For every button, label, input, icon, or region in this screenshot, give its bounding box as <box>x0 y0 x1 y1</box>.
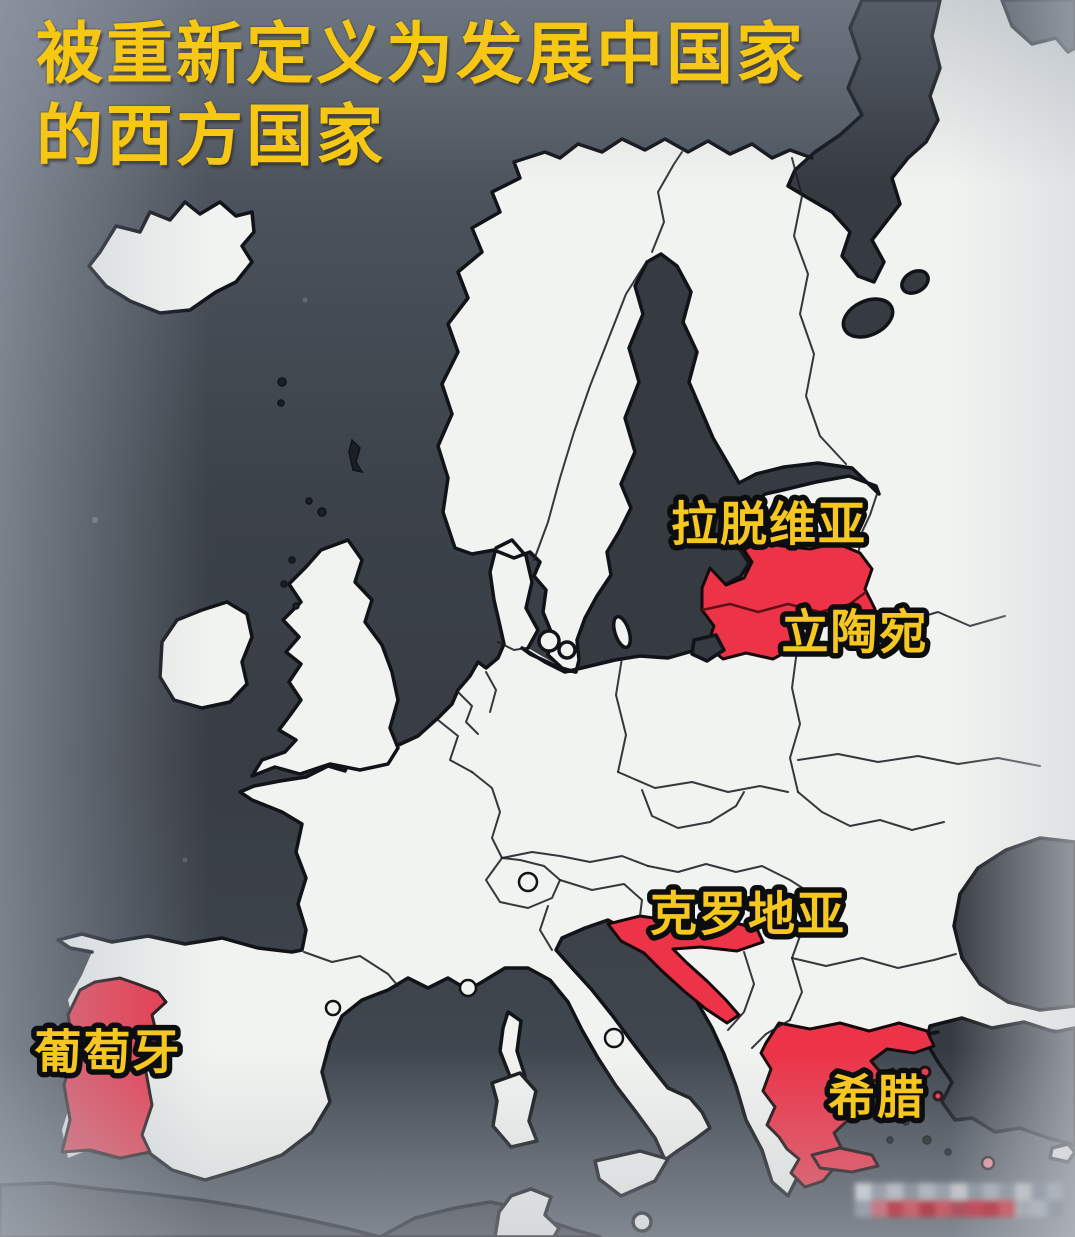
latvia-lithuania-border <box>701 591 867 614</box>
small-island <box>288 556 296 564</box>
microstate-circle <box>517 871 539 893</box>
label-portugal: 葡萄牙 <box>35 1026 182 1081</box>
map-title: 被重新定义为发展中国家 的西方国家 <box>36 14 806 177</box>
label-greece: 希腊 <box>828 1071 926 1126</box>
island-gotland <box>611 614 633 650</box>
kaliningrad-patch <box>690 633 726 663</box>
lake-onega <box>900 269 930 295</box>
country-latvia-lithuania-highlight <box>700 540 877 661</box>
coastline-atlantic-northsea <box>56 538 540 954</box>
lake-ladoga <box>841 297 895 339</box>
danish-island <box>537 629 561 653</box>
small-island <box>317 507 327 517</box>
map-title-line2: 的西方国家 <box>36 96 386 175</box>
island-great-britain <box>250 538 400 778</box>
small-island <box>277 399 285 407</box>
microstate-circle <box>603 1027 625 1049</box>
small-island <box>305 497 313 505</box>
country-borders <box>303 151 1041 1049</box>
small-island <box>280 580 288 588</box>
label-latvia: 拉脱维亚 <box>671 498 867 553</box>
mainland-europe <box>58 0 1075 1196</box>
blurred-watermark <box>855 1183 1063 1217</box>
small-island <box>292 602 300 610</box>
microstate-circle <box>324 999 342 1017</box>
small-island <box>277 377 287 387</box>
small-island <box>348 438 364 474</box>
country-croatia-highlight <box>606 914 765 1025</box>
map-title-line1: 被重新定义为发展中国家 <box>36 15 806 93</box>
microstate-circle <box>458 978 478 998</box>
label-lithuania: 立陶宛 <box>782 606 929 661</box>
danish-island <box>557 640 577 660</box>
label-croatia: 克罗地亚 <box>650 888 846 943</box>
